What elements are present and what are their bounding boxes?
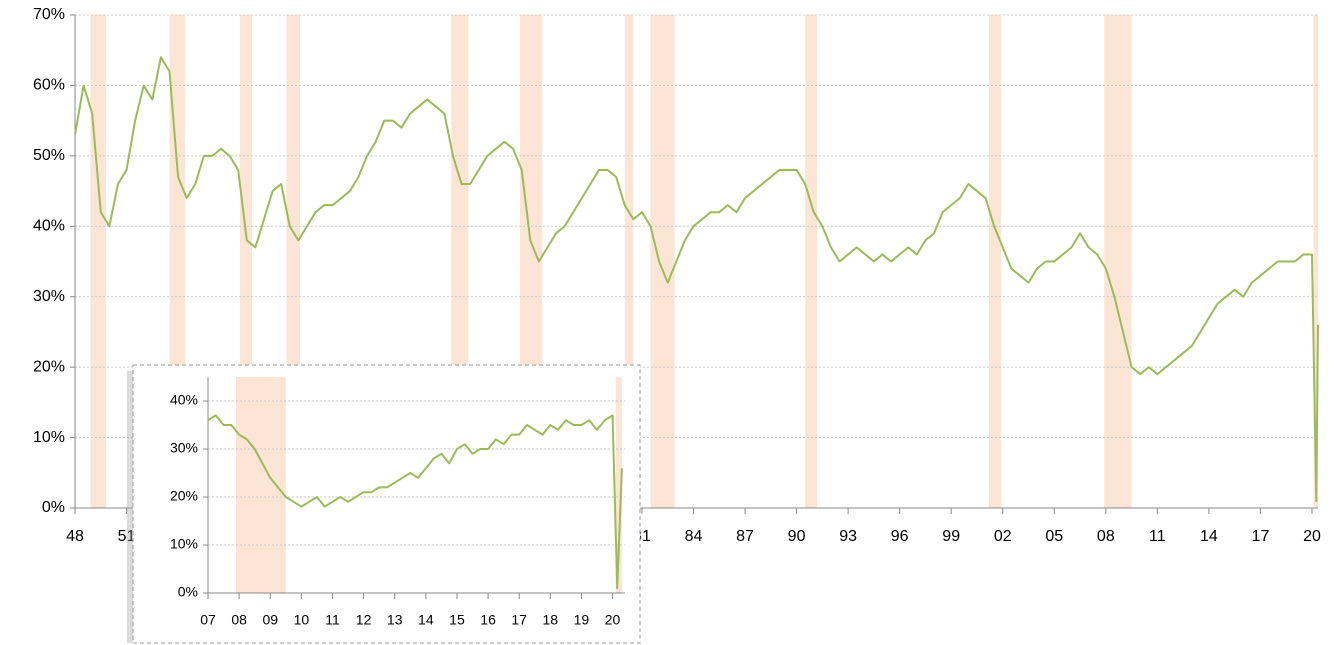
x-tick-label: 15 [449, 612, 465, 628]
y-tick-label: 20% [33, 358, 65, 375]
x-tick-label: 19 [574, 612, 590, 628]
x-tick-label: 16 [480, 612, 496, 628]
inset-frame [132, 364, 641, 644]
y-tick-label: 10% [170, 536, 198, 552]
x-tick-label: 90 [788, 528, 806, 545]
x-tick-label: 20 [1303, 528, 1321, 545]
x-tick-label: 96 [891, 528, 909, 545]
x-tick-label: 02 [994, 528, 1012, 545]
recession-band [988, 15, 1002, 508]
data-line [74, 56, 1319, 502]
y-tick-label: 30% [33, 288, 65, 305]
x-tick-label: 18 [543, 612, 559, 628]
y-tick-label: 50% [33, 147, 65, 164]
y-tick-label: 60% [33, 77, 65, 94]
y-tick-label: 40% [170, 392, 198, 408]
y-tick-label: 10% [33, 429, 65, 446]
y-tick-label: 20% [170, 488, 198, 504]
x-tick-label: 08 [231, 612, 247, 628]
y-tick-label: 0% [42, 499, 65, 516]
x-tick-label: 10 [294, 612, 310, 628]
main-chart: 0%10%20%30%40%50%60%70%48515457606366697… [33, 6, 1321, 545]
x-tick-label: 20 [605, 612, 621, 628]
y-tick-label: 0% [178, 584, 198, 600]
recession-band [650, 15, 675, 508]
x-tick-label: 14 [418, 612, 434, 628]
x-tick-label: 51 [118, 528, 136, 545]
recession-band [90, 15, 106, 508]
x-tick-label: 17 [1252, 528, 1270, 545]
x-tick-label: 11 [1149, 528, 1166, 545]
y-tick-label: 40% [33, 218, 65, 235]
x-tick-label: 84 [685, 528, 703, 545]
x-tick-label: 99 [942, 528, 960, 545]
x-tick-label: 07 [200, 612, 216, 628]
y-tick-label: 70% [33, 6, 65, 23]
data-line [207, 414, 623, 590]
x-tick-label: 48 [66, 528, 84, 545]
x-tick-label: 12 [356, 612, 372, 628]
inset-chart: 0% 10% 20% 30% 40% 07 08 09 10 11 12 13 14 15 16 17 18 19… [127, 364, 641, 644]
x-tick-label: 11 [325, 612, 340, 628]
x-tick-label: 87 [736, 528, 754, 545]
x-tick-label: 09 [262, 612, 278, 628]
recession-band [615, 377, 622, 593]
x-tick-label: 93 [839, 528, 857, 545]
recession-band [1104, 15, 1132, 508]
y-tick-label: 30% [170, 440, 198, 456]
x-tick-label: 13 [387, 612, 403, 628]
x-tick-label: 17 [511, 612, 527, 628]
recession-band [624, 15, 634, 508]
x-tick-label: 14 [1200, 528, 1218, 545]
x-tick-label: 08 [1097, 528, 1115, 545]
recession-band [805, 15, 818, 508]
recession-band [1313, 15, 1318, 508]
recession-band [236, 377, 286, 593]
x-tick-label: 05 [1045, 528, 1063, 545]
